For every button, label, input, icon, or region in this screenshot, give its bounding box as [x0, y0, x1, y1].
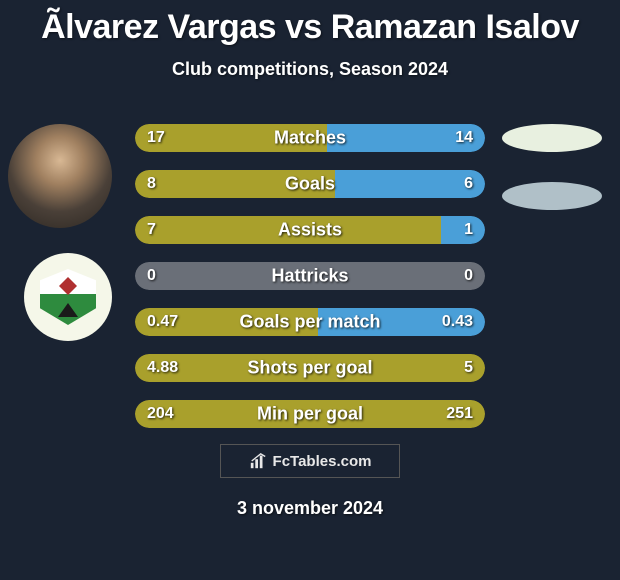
bar-label: Shots per goal — [247, 358, 372, 379]
bar-value-left: 0 — [147, 267, 156, 285]
bar-value-left: 17 — [147, 129, 165, 147]
bar-value-right: 0 — [464, 267, 473, 285]
bar-value-left: 4.88 — [147, 359, 178, 377]
bar-value-right: 251 — [446, 405, 473, 423]
bar-row: Goals 8 6 — [135, 170, 485, 198]
bar-right-segment — [335, 170, 485, 198]
bar-label: Hattricks — [271, 266, 348, 287]
bar-value-right: 6 — [464, 175, 473, 193]
bar-value-left: 204 — [147, 405, 174, 423]
bar-label: Matches — [274, 128, 346, 149]
comparison-bars: Matches 17 14 Goals 8 6 Assists 7 1 Hattricks 0 0 Go… — [135, 124, 485, 428]
player2-avatar-placeholder — [502, 124, 602, 152]
crest-shape — [40, 269, 96, 325]
bar-value-right: 5 — [464, 359, 473, 377]
bar-row: Assists 7 1 — [135, 216, 485, 244]
bar-label: Goals per match — [239, 312, 380, 333]
left-avatars-column — [8, 124, 112, 341]
source-logo-box: FcTables.com — [220, 444, 400, 478]
bar-value-left: 8 — [147, 175, 156, 193]
bar-value-right: 0.43 — [442, 313, 473, 331]
bar-label: Goals — [285, 174, 335, 195]
page-subtitle: Club competitions, Season 2024 — [0, 59, 620, 80]
bar-value-right: 14 — [455, 129, 473, 147]
bar-value-right: 1 — [464, 221, 473, 239]
player1-avatar — [8, 124, 112, 228]
bar-row: Matches 17 14 — [135, 124, 485, 152]
page-title: Ãlvarez Vargas vs Ramazan Isalov — [0, 0, 620, 47]
chart-icon — [249, 452, 267, 470]
player1-club-crest — [24, 253, 112, 341]
bar-value-left: 7 — [147, 221, 156, 239]
bar-label: Assists — [278, 220, 342, 241]
bar-row: Hattricks 0 0 — [135, 262, 485, 290]
player2-club-placeholder — [502, 182, 602, 210]
right-shapes-column — [502, 124, 602, 210]
bar-row: Min per goal 204 251 — [135, 400, 485, 428]
bar-value-left: 0.47 — [147, 313, 178, 331]
bar-row: Goals per match 0.47 0.43 — [135, 308, 485, 336]
date-text: 3 november 2024 — [237, 498, 383, 519]
bar-row: Shots per goal 4.88 5 — [135, 354, 485, 382]
source-logo-text: FcTables.com — [273, 453, 372, 470]
bar-label: Min per goal — [257, 404, 363, 425]
